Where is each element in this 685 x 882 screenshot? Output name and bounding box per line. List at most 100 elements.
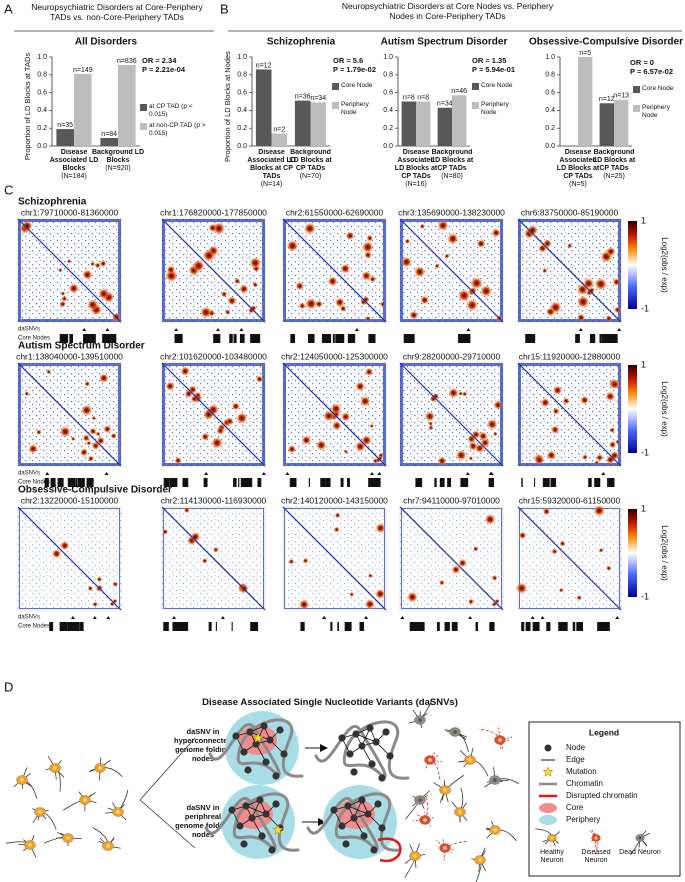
neuron-nucleus — [53, 766, 57, 770]
bar — [416, 101, 431, 146]
bar-label: n=35 — [57, 122, 73, 129]
colorbar — [628, 365, 637, 453]
dasnv-mark — [369, 472, 374, 475]
dasnv-mark — [354, 328, 359, 331]
heatmap-blob — [162, 528, 169, 535]
core-node-mark — [601, 334, 606, 343]
heatmap-blob — [112, 581, 118, 587]
heatmap-blob — [553, 385, 563, 395]
bar-label: n=12 — [599, 96, 615, 103]
heatmap-blob — [369, 423, 374, 429]
heatmap-blob — [89, 427, 97, 435]
core-node-mark — [576, 622, 583, 631]
heatmap-blob — [94, 262, 101, 269]
dasnv-mark — [400, 616, 405, 619]
node — [262, 810, 270, 818]
heatmap-blob — [562, 397, 570, 405]
heatmap-frame — [283, 363, 386, 466]
heatmap-blob — [605, 315, 613, 322]
chart-title: Schizophrenia — [267, 37, 336, 48]
dasnv-mark — [45, 472, 50, 475]
heatmap-blob — [407, 591, 418, 603]
x-tick-label-box: Background LD Blocks at CP TADs(N=80) — [431, 149, 473, 180]
node — [268, 846, 276, 854]
core-node-mark — [71, 622, 80, 631]
dasnv-mark — [540, 616, 545, 619]
y-tick-label: 0.6 — [545, 89, 555, 96]
y-axis-label: Proportion of LD Blocks at Nodes — [223, 51, 232, 162]
heatmap-blob — [540, 398, 550, 408]
legend-swatch — [332, 83, 339, 90]
neuron-nucleus — [428, 758, 432, 762]
heatmap-frame — [283, 219, 386, 322]
core-node-mark — [601, 622, 609, 631]
core-node-mark — [368, 334, 376, 343]
dasnv-mark — [322, 616, 327, 619]
core-node-mark — [546, 622, 551, 631]
neuron-nucleus — [423, 818, 427, 822]
node — [244, 766, 252, 774]
neuron-nucleus — [478, 858, 482, 862]
node — [266, 736, 274, 744]
heatmap-blob — [577, 313, 585, 322]
bar-label: n=2 — [273, 126, 285, 133]
y-tick-label: 0.2 — [545, 125, 555, 132]
stat-annotation: P = 1.79e-02 — [333, 65, 376, 74]
heatmap-blob — [46, 369, 52, 375]
heatmap-blob — [594, 460, 600, 465]
node — [338, 822, 346, 830]
heatmap-blob — [365, 316, 371, 322]
legend-swatch — [633, 86, 640, 93]
bar — [118, 65, 136, 146]
heatmap-blob — [201, 432, 210, 441]
heatmap-blob — [190, 532, 201, 542]
x-tick-note: (N=25) — [603, 173, 625, 180]
dasnv-mark — [82, 328, 87, 331]
core-node-mark — [250, 622, 259, 631]
core-node-mark — [340, 478, 344, 487]
bar — [578, 57, 593, 146]
legend-item: Chromatin — [566, 779, 603, 788]
neuron-nucleus — [413, 854, 417, 858]
x-tick-label-box: Background LD Blocks at CP TADs(N=25) — [593, 149, 635, 180]
heatmap-diagonal — [282, 218, 387, 323]
heatmap-blob — [68, 283, 79, 294]
neuron-nucleus — [493, 778, 497, 782]
heatmap-blob — [96, 436, 105, 445]
dasnv-mark — [220, 616, 225, 619]
neuron-nucleus — [38, 810, 42, 814]
chromatin — [204, 792, 300, 852]
heatmap-blob — [360, 396, 371, 407]
heatmap-frame — [162, 219, 265, 322]
core-node-mark — [83, 334, 91, 343]
heatmap-diagonal — [17, 506, 122, 611]
core-node-mark — [406, 334, 415, 343]
bar — [100, 137, 118, 146]
heatmap-blob — [299, 302, 306, 310]
dasnv-mark — [239, 328, 244, 331]
heatmap-blob — [468, 456, 474, 461]
node — [360, 832, 368, 840]
panel-header: Neuropsychiatric Disorders at Core Nodes… — [341, 1, 554, 21]
heatmap-blob — [368, 573, 373, 579]
legend-item: Edge — [566, 755, 585, 764]
map-title: chr1:79710000-81360000 — [21, 207, 119, 217]
core-node-mark — [169, 478, 174, 487]
core-node-mark — [466, 334, 471, 343]
map-title: chr6:83750000-85190000 — [521, 207, 619, 217]
core-node-mark — [560, 622, 568, 631]
node — [368, 760, 376, 768]
heatmap-blob — [551, 548, 558, 555]
heatmap-blob — [612, 278, 621, 286]
core-node-mark — [289, 478, 297, 487]
mutation — [272, 824, 284, 835]
x-tick-note: (N=920) — [105, 165, 131, 172]
neuron-nucleus — [498, 738, 502, 742]
heatmap-frame — [518, 363, 621, 466]
x-tick-note: (N=5) — [569, 181, 587, 188]
heatmap-blob — [580, 396, 589, 405]
heatmap-blob — [478, 431, 488, 441]
core-node-mark — [532, 622, 540, 631]
neuron-nucleus — [453, 730, 457, 734]
